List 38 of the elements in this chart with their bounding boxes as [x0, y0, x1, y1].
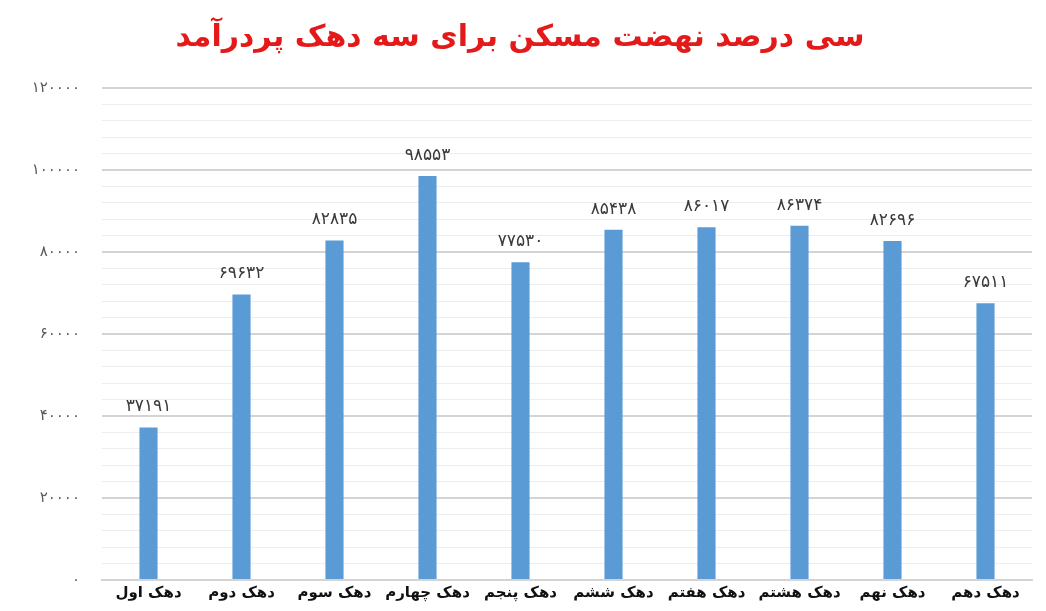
- chart-title: سی درصد نهضت مسکن برای سه دهک پردرآمد: [175, 16, 865, 54]
- x-tick-label: دهک هفتم: [667, 582, 746, 601]
- y-tick-label: ۶۰۰۰۰: [39, 323, 80, 342]
- data-label: ۸۶۳۷۴: [776, 193, 823, 214]
- x-tick-label: دهک نهم: [859, 582, 926, 601]
- data-label: ۷۷۵۳۰: [497, 230, 544, 251]
- x-tick-label: دهک اول: [115, 582, 182, 601]
- y-tick-label: ۲۰۰۰۰: [39, 487, 80, 506]
- bar: [883, 240, 902, 579]
- data-label: ۶۷۵۱۱: [962, 271, 1009, 292]
- x-tick-label: دهک هشتم: [758, 582, 841, 601]
- data-label: ۶۹۶۳۲: [218, 262, 265, 283]
- y-tick-label: ۱۲۰۰۰۰: [31, 77, 80, 96]
- x-tick-label: دهک سوم: [297, 582, 372, 601]
- data-label: ۸۵۴۳۸: [590, 197, 637, 218]
- x-tick-label: دهک ششم: [573, 582, 655, 601]
- bar: [790, 225, 809, 579]
- bar: [418, 175, 437, 579]
- bar: [139, 427, 158, 579]
- bar: [604, 229, 623, 579]
- x-tick-label: دهک دوم: [208, 582, 276, 601]
- bar: [697, 227, 716, 579]
- bar: [232, 294, 251, 579]
- y-tick-label: ۱۰۰۰۰۰: [31, 159, 80, 178]
- data-label: ۸۲۸۳۵: [311, 208, 358, 229]
- bar: [976, 303, 995, 579]
- y-tick-label: ۴۰۰۰۰: [39, 405, 80, 424]
- bar: [325, 240, 344, 579]
- data-label: ۹۸۵۵۳: [404, 143, 451, 164]
- bar: [511, 262, 530, 579]
- data-label: ۳۷۱۹۱: [125, 395, 172, 416]
- x-tick-label: دهک پنجم: [483, 582, 558, 602]
- y-tick-label: ۸۰۰۰۰: [39, 241, 80, 260]
- x-tick-label: دهک دهم: [951, 582, 1021, 601]
- x-tick-label: دهک چهارم: [385, 582, 471, 602]
- data-label: ۸۶۰۱۷: [683, 195, 730, 216]
- y-tick-label: ۰: [71, 569, 80, 588]
- data-label: ۸۲۶۹۶: [869, 208, 916, 229]
